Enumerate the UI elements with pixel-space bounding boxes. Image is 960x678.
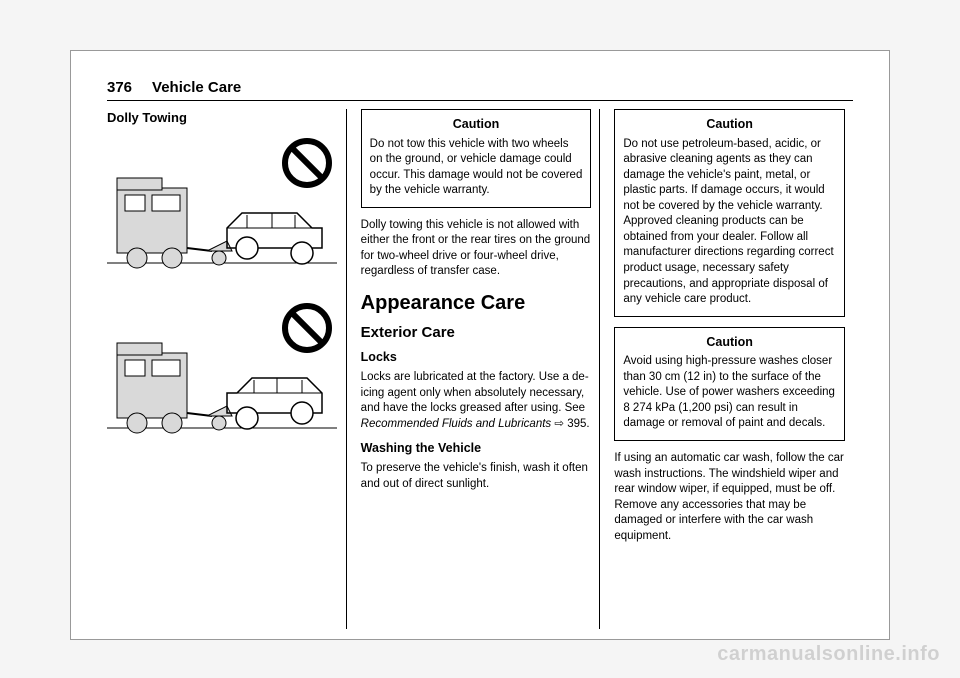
content-columns: Dolly Towing	[107, 109, 853, 629]
caution-box-pressure: Caution Avoid using high-pressure washes…	[614, 327, 845, 441]
locks-text-b: ⇨ 395.	[551, 418, 589, 430]
caution-box-cleaning: Caution Do not use petroleum-based, acid…	[614, 109, 845, 317]
column-3: Caution Do not use petroleum-based, acid…	[599, 109, 853, 629]
washing-heading: Washing the Vehicle	[361, 440, 592, 457]
caution-title: Caution	[623, 334, 836, 351]
caution-title: Caution	[623, 116, 836, 133]
locks-heading: Locks	[361, 349, 592, 366]
manual-page: 376 Vehicle Care Dolly Towing	[70, 50, 890, 640]
column-2: Caution Do not tow this vehicle with two…	[346, 109, 600, 629]
page-header: 376 Vehicle Care	[107, 79, 853, 101]
washing-paragraph: To preserve the vehicle's finish, wash i…	[361, 461, 592, 492]
dolly-towing-front-illustration	[107, 133, 337, 283]
dolly-towing-heading: Dolly Towing	[107, 109, 338, 127]
caution-box-towing: Caution Do not tow this vehicle with two…	[361, 109, 592, 208]
caution-body: Avoid using high-pressure washes closer …	[623, 354, 836, 432]
watermark: carmanualsonline.info	[717, 643, 940, 666]
locks-xref: Recommended Fluids and Lubricants	[361, 418, 552, 430]
chapter-title: Vehicle Care	[152, 79, 241, 96]
locks-paragraph: Locks are lubricated at the factory. Use…	[361, 370, 592, 432]
dolly-towing-rear-illustration	[107, 298, 337, 448]
appearance-care-heading: Appearance Care	[361, 290, 592, 317]
exterior-care-heading: Exterior Care	[361, 323, 592, 343]
caution-title: Caution	[370, 116, 583, 133]
caution-body: Do not tow this vehicle with two wheels …	[370, 137, 583, 199]
carwash-paragraph: If using an automatic car wash, follow t…	[614, 451, 845, 544]
locks-text-a: Locks are lubricated at the factory. Use…	[361, 371, 589, 414]
caution-body: Do not use petroleum-based, acidic, or a…	[623, 137, 836, 308]
page-number: 376	[107, 79, 132, 96]
column-1: Dolly Towing	[107, 109, 346, 629]
dolly-towing-paragraph: Dolly towing this vehicle is not allowed…	[361, 218, 592, 280]
